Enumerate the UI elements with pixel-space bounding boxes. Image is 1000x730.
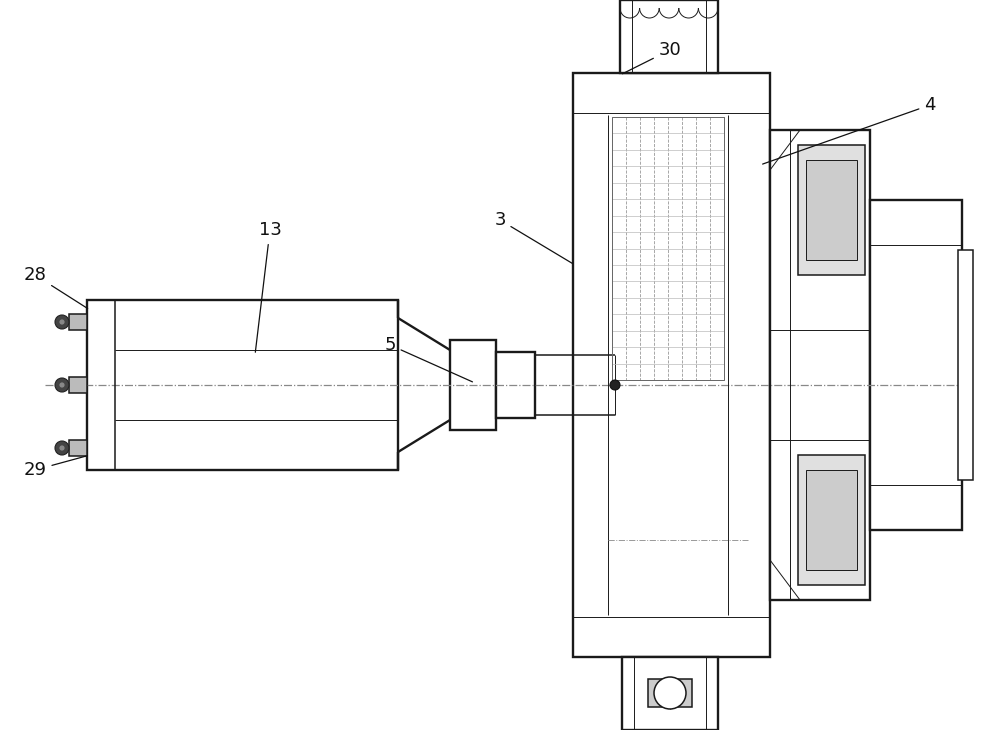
Text: 30: 30 bbox=[622, 41, 681, 74]
Text: 13: 13 bbox=[255, 221, 281, 353]
Text: 5: 5 bbox=[384, 336, 472, 382]
Bar bbox=[620, 0, 718, 73]
Bar bbox=[798, 145, 865, 275]
Bar bbox=[648, 679, 692, 707]
Bar bbox=[69, 377, 87, 393]
Bar bbox=[870, 200, 962, 530]
Bar bbox=[806, 470, 857, 570]
Bar bbox=[806, 160, 857, 260]
Circle shape bbox=[55, 315, 69, 329]
Circle shape bbox=[59, 319, 65, 325]
Bar bbox=[496, 352, 535, 418]
Circle shape bbox=[59, 382, 65, 388]
Bar bbox=[450, 340, 496, 430]
Bar bbox=[612, 117, 724, 380]
Bar bbox=[87, 300, 398, 470]
Bar bbox=[573, 73, 770, 657]
Circle shape bbox=[55, 378, 69, 392]
Bar bbox=[770, 130, 870, 600]
Circle shape bbox=[610, 380, 620, 390]
Bar bbox=[798, 455, 865, 585]
Text: 4: 4 bbox=[763, 96, 936, 164]
Text: 28: 28 bbox=[24, 266, 88, 309]
Text: 3: 3 bbox=[494, 211, 573, 264]
Circle shape bbox=[59, 445, 65, 451]
Text: 29: 29 bbox=[24, 456, 87, 479]
Bar bbox=[69, 314, 87, 330]
Bar bbox=[622, 657, 718, 730]
Circle shape bbox=[55, 441, 69, 455]
Bar bbox=[958, 250, 973, 480]
Circle shape bbox=[654, 677, 686, 709]
Bar bbox=[69, 440, 87, 456]
